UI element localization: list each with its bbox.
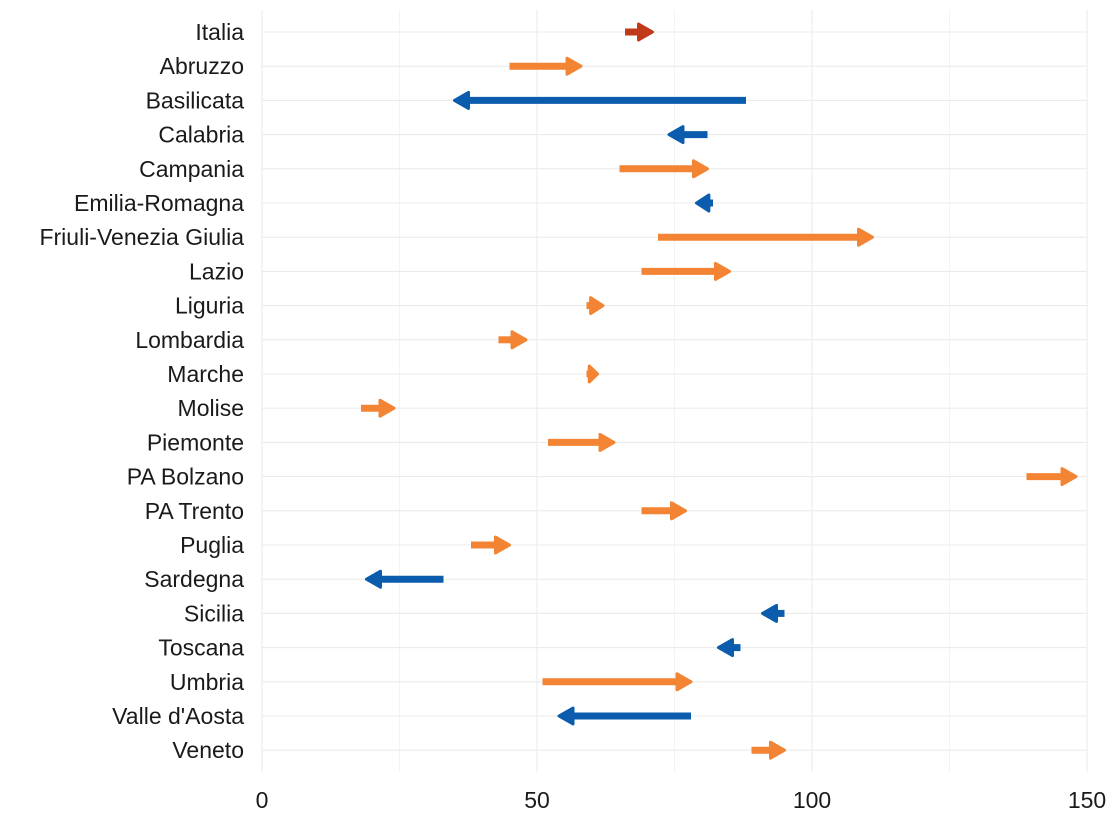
category-label: Piemonte bbox=[147, 429, 244, 455]
arrow-head bbox=[598, 432, 616, 452]
x-tick-label: 0 bbox=[256, 787, 269, 813]
category-label: Lazio bbox=[189, 258, 244, 284]
arrow-head bbox=[692, 159, 709, 179]
arrow-head bbox=[857, 227, 874, 247]
x-tick-label: 50 bbox=[524, 787, 550, 813]
arrow-head bbox=[714, 261, 731, 281]
arrow-head bbox=[637, 22, 654, 42]
category-label: Calabria bbox=[158, 122, 244, 148]
arrow-head bbox=[670, 501, 687, 521]
arrow-pa-bolzano bbox=[1026, 467, 1078, 487]
arrow-head bbox=[761, 603, 778, 623]
arrow-molise bbox=[361, 398, 396, 418]
category-label: Puglia bbox=[180, 532, 244, 558]
category-label: Veneto bbox=[172, 737, 244, 763]
category-label: Molise bbox=[178, 395, 244, 421]
arrow-head bbox=[589, 296, 605, 316]
category-label: PA Bolzano bbox=[127, 464, 244, 490]
arrow-basilicata bbox=[453, 90, 746, 110]
category-label: Lombardia bbox=[135, 327, 244, 353]
arrow-italia bbox=[625, 22, 654, 42]
x-axis-labels: 0 50 100 150 bbox=[256, 787, 1107, 813]
arrow-puglia bbox=[471, 535, 511, 555]
category-label: Emilia-Romagna bbox=[74, 190, 244, 216]
arrow-head bbox=[1060, 467, 1078, 487]
arrow-liguria bbox=[586, 296, 605, 316]
arrow-toscana bbox=[717, 638, 741, 658]
arrow-valle-d-aosta bbox=[557, 706, 691, 726]
arrow-friuli-venezia-giulia bbox=[658, 227, 874, 247]
y-axis-labels: Italia Abruzzo Basilicata Calabria Campania E… bbox=[39, 19, 244, 763]
arrow-umbria bbox=[542, 672, 693, 692]
arrow-head bbox=[565, 56, 583, 76]
arrow-head bbox=[557, 706, 575, 726]
category-label: Basilicata bbox=[146, 87, 245, 113]
category-label: Sicilia bbox=[184, 600, 244, 626]
arrow-head bbox=[587, 364, 599, 384]
arrow-lazio bbox=[641, 261, 731, 281]
arrow-sicilia bbox=[761, 603, 785, 623]
arrow-abruzzo bbox=[509, 56, 583, 76]
arrow-head bbox=[510, 330, 528, 350]
category-label: Umbria bbox=[170, 669, 244, 695]
x-tick-label: 100 bbox=[793, 787, 831, 813]
category-label: Toscana bbox=[158, 635, 244, 661]
arrow-piemonte bbox=[548, 432, 616, 452]
category-label: Liguria bbox=[175, 293, 244, 319]
arrow-campania bbox=[619, 159, 709, 179]
arrow-head bbox=[675, 672, 693, 692]
arrow-calabria bbox=[667, 125, 708, 145]
arrow-pa-trento bbox=[641, 501, 687, 521]
arrow-head bbox=[378, 398, 396, 418]
arrow-marche bbox=[586, 364, 599, 384]
arrow-head bbox=[717, 638, 734, 658]
category-label: PA Trento bbox=[145, 498, 244, 524]
arrow-veneto bbox=[751, 740, 786, 760]
category-label: Sardegna bbox=[144, 566, 244, 592]
arrow-head bbox=[695, 193, 711, 213]
x-tick-label: 150 bbox=[1068, 787, 1106, 813]
category-label: Valle d'Aosta bbox=[112, 703, 244, 729]
arrow-emilia-romagna bbox=[695, 193, 713, 213]
category-label: Friuli-Venezia Giulia bbox=[39, 224, 244, 250]
arrow-head bbox=[453, 90, 470, 110]
arrow-head bbox=[365, 569, 382, 589]
arrow-head bbox=[494, 535, 511, 555]
arrow-lombardia bbox=[498, 330, 528, 350]
arrow-series bbox=[361, 22, 1078, 760]
arrow-head bbox=[667, 125, 685, 145]
category-label: Marche bbox=[167, 361, 244, 387]
arrow-sardegna bbox=[365, 569, 444, 589]
arrow-head bbox=[769, 740, 786, 760]
category-label: Italia bbox=[195, 19, 244, 45]
category-label: Campania bbox=[139, 156, 244, 182]
category-label: Abruzzo bbox=[160, 53, 244, 79]
